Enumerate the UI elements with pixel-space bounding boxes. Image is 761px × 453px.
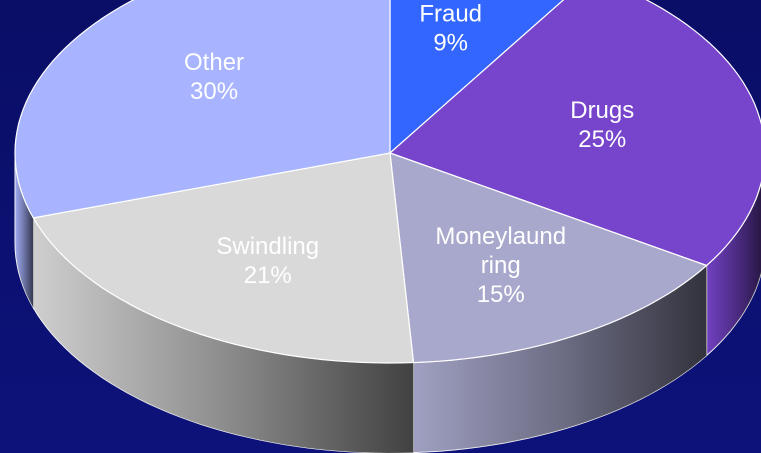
category-label: Fraud (419, 0, 482, 27)
value-label: 9% (433, 29, 468, 56)
slice-label: Other 30% (184, 49, 244, 105)
value-label: 15% (477, 281, 525, 308)
slice-label: Fraud 9% (419, 0, 482, 56)
slice-label: Drugs 25% (570, 97, 634, 153)
value-label: 21% (244, 262, 292, 289)
slice (14, 0, 391, 219)
category-label: Moneylaund ring (435, 223, 566, 279)
category-label: Swindling (216, 233, 319, 260)
slice-side-shade (15, 153, 34, 308)
value-label: 25% (578, 126, 626, 153)
category-label: Other (184, 49, 244, 76)
slice-label: Moneylaund ring 15% (435, 223, 566, 308)
slice-label: Swindling 21% (216, 233, 319, 289)
value-label: 30% (190, 78, 238, 105)
slice-side-shade (413, 265, 707, 453)
category-label: Drugs (570, 97, 634, 124)
slice (389, 152, 708, 364)
slice-side-shade (706, 183, 761, 356)
slice (32, 152, 415, 364)
slice (388, 0, 761, 267)
slice-side-shade (33, 217, 414, 453)
